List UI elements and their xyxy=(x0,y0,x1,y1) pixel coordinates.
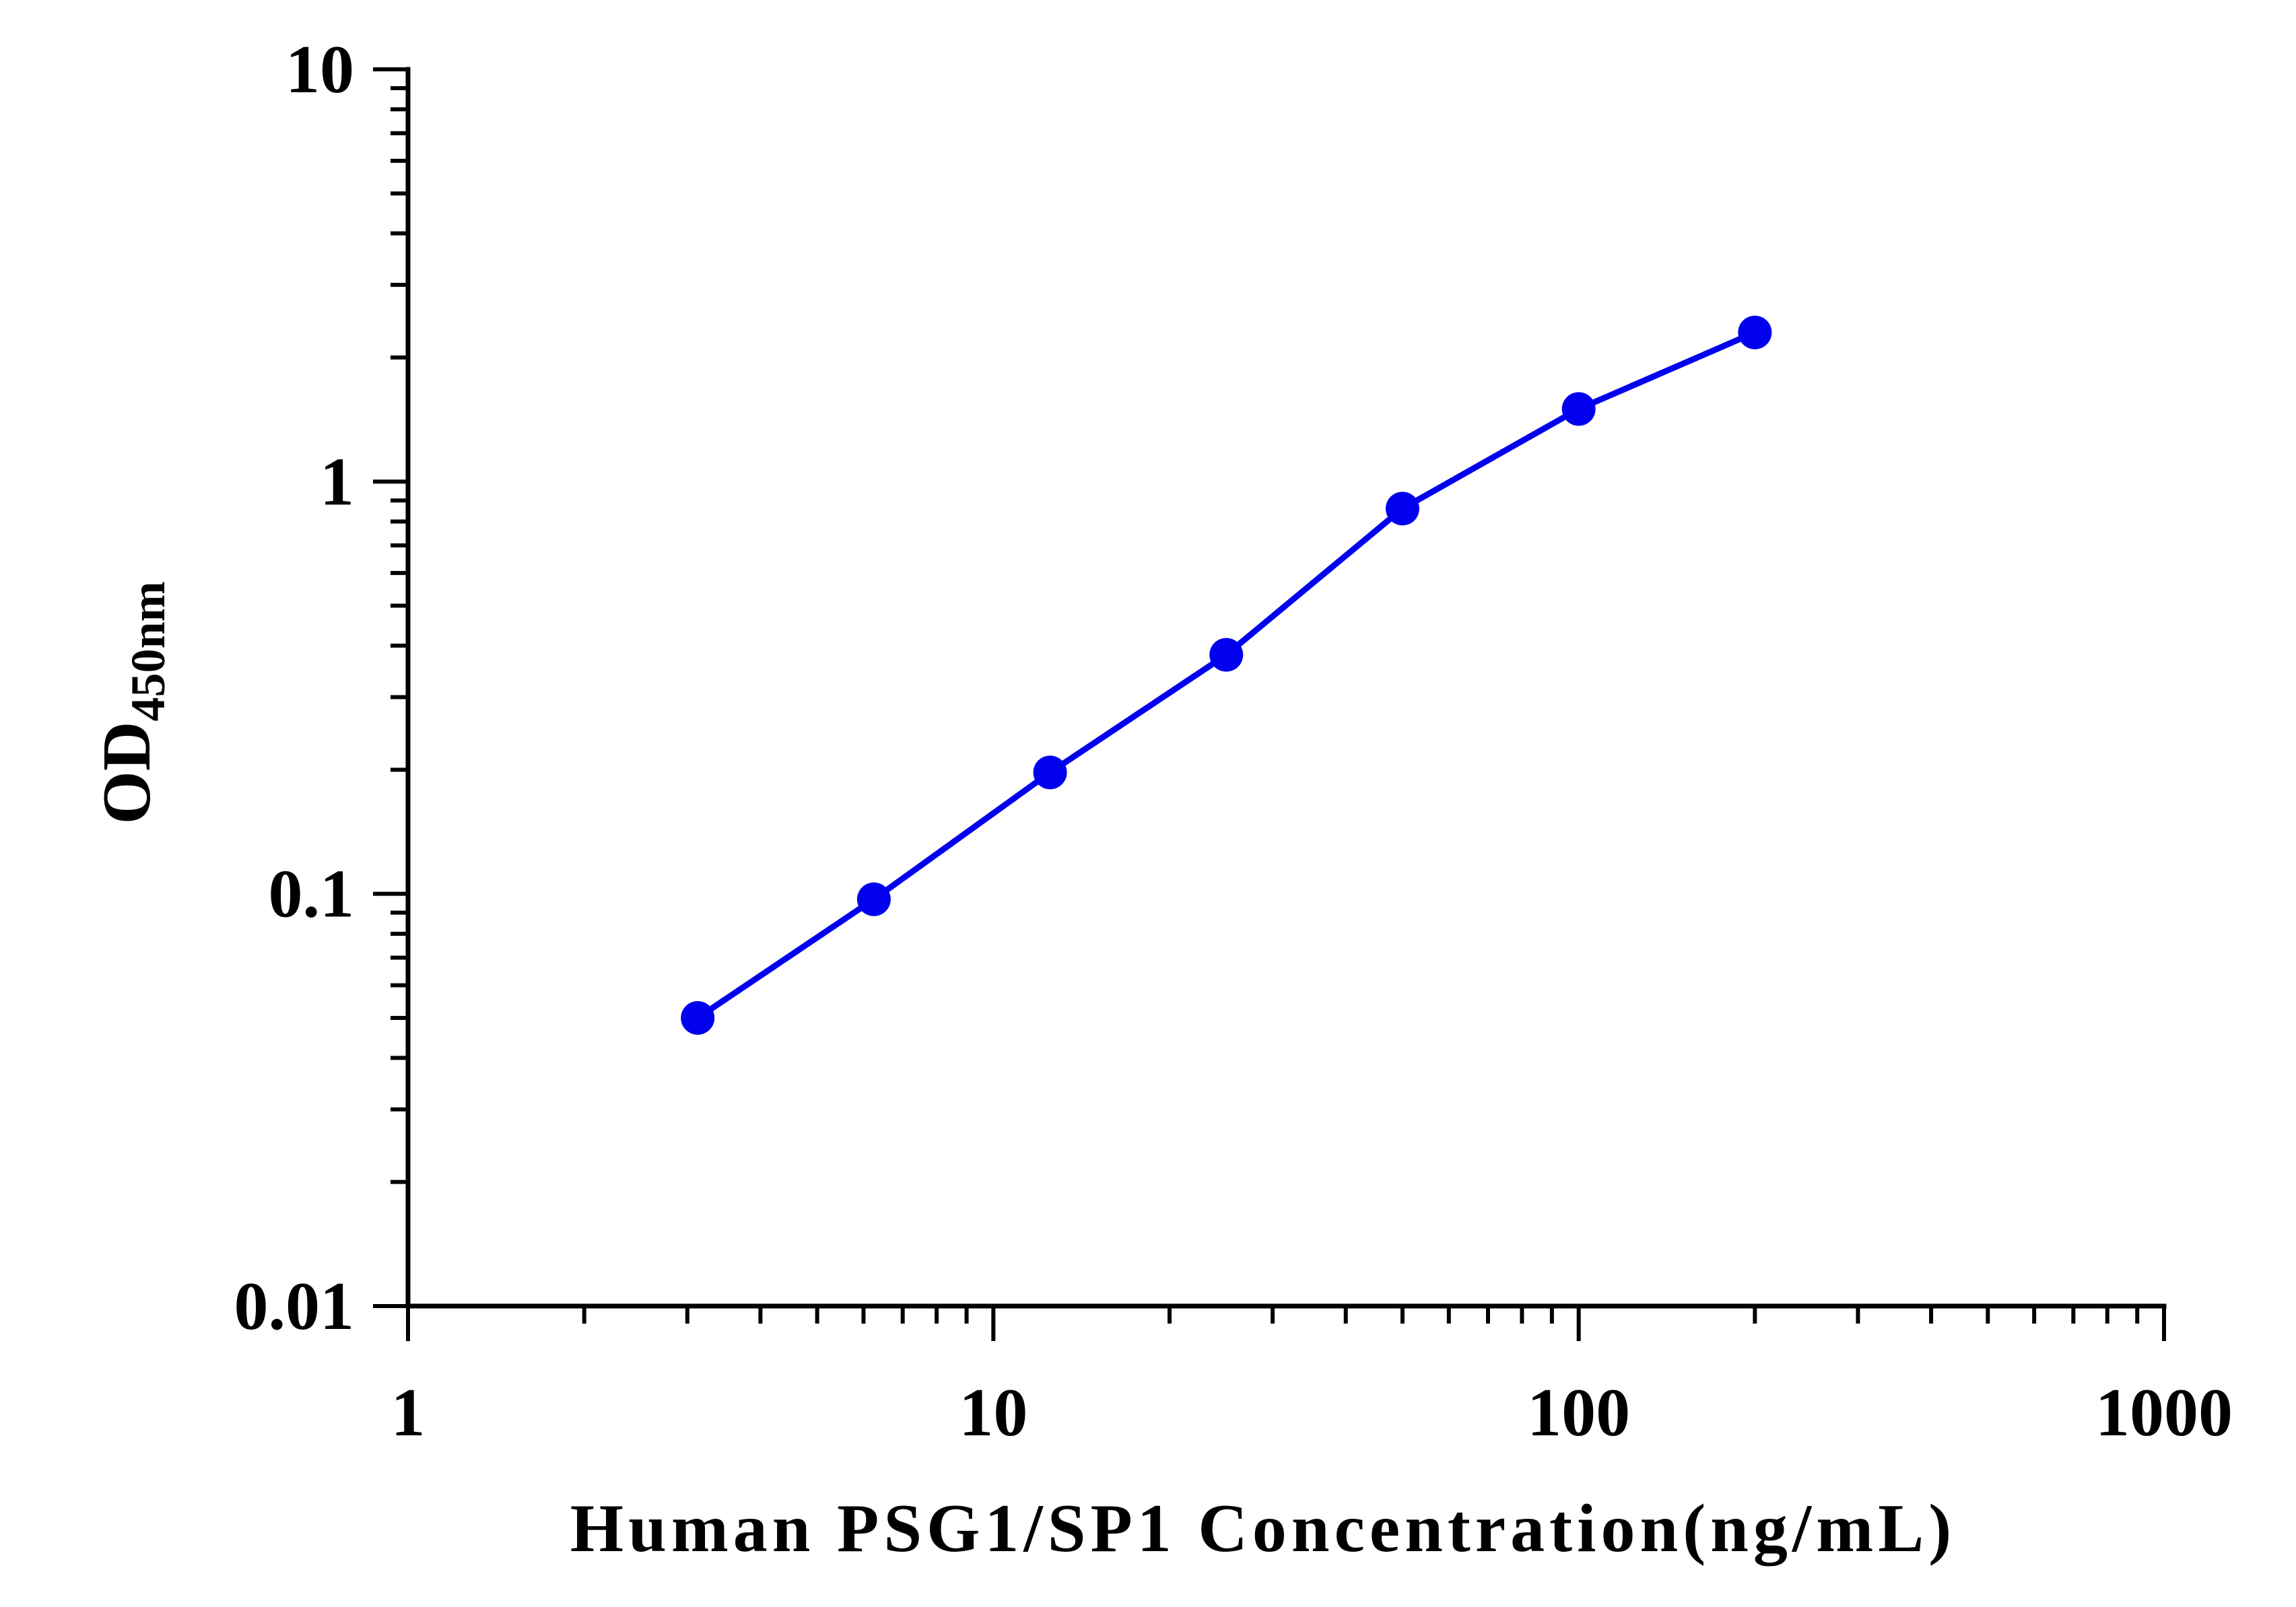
x-tick-label: 1000 xyxy=(2095,1375,2233,1451)
x-tick-label: 1 xyxy=(391,1375,426,1451)
axes: 0.01 0.1 1 10 1 10 100 1000 xyxy=(234,32,2233,1451)
x-tick-label: 10 xyxy=(959,1375,1027,1451)
y-tick-label: 0.01 xyxy=(234,1268,355,1344)
data-point xyxy=(681,1000,715,1035)
data-point xyxy=(1738,315,1772,349)
series-line xyxy=(696,329,1757,1021)
y-tick-label: 0.1 xyxy=(269,856,355,932)
axis-labels: Human PSG1/SP1 Concentration(ng/mL) OD45… xyxy=(89,581,1956,1567)
series xyxy=(681,315,1772,1035)
y-tick-label: 10 xyxy=(285,32,354,108)
x-axis-label: Human PSG1/SP1 Concentration(ng/mL) xyxy=(570,1491,1956,1567)
data-point xyxy=(1033,755,1067,790)
y-axis-label: OD450nm xyxy=(89,581,175,824)
x-tick-label: 100 xyxy=(1527,1375,1630,1451)
y-tick-label: 1 xyxy=(320,444,354,520)
y-axis-label-main: OD xyxy=(89,722,165,825)
y-axis-label-subscript: 450nm xyxy=(121,581,175,721)
data-point xyxy=(856,882,891,916)
data-point xyxy=(1385,491,1419,526)
data-point xyxy=(1561,392,1596,426)
data-point xyxy=(1209,638,1244,672)
